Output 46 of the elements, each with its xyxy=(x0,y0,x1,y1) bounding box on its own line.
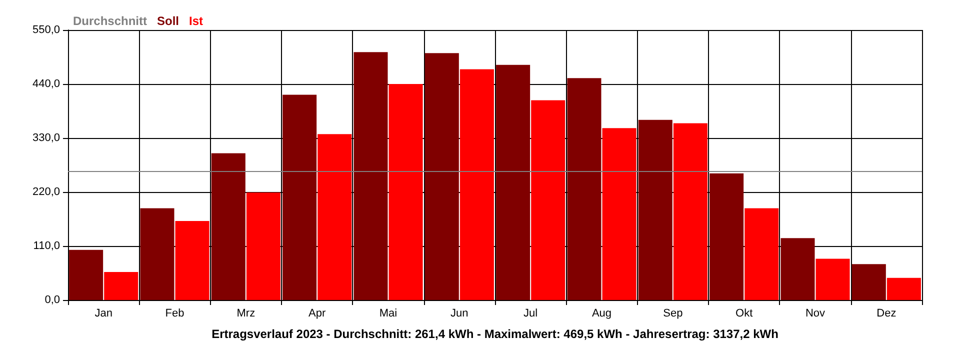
ref-line-label: Durchschnitt xyxy=(73,14,148,28)
bar xyxy=(69,250,104,300)
bar xyxy=(744,208,779,300)
bar xyxy=(460,69,494,300)
x-tick-label: Nov xyxy=(805,308,826,320)
x-tick-label: Feb xyxy=(165,308,184,320)
bar xyxy=(710,173,744,300)
text: Soll xyxy=(157,14,180,28)
x-tick-label: Sep xyxy=(663,308,683,320)
bar xyxy=(816,258,850,300)
bar xyxy=(246,192,280,300)
x-tick-label: Jul xyxy=(524,308,538,320)
bar xyxy=(318,134,352,300)
bar xyxy=(175,220,210,300)
x-tick-label: Aug xyxy=(592,308,612,320)
bar xyxy=(211,153,246,300)
x-tick-label: Dez xyxy=(876,308,896,320)
text: Ist xyxy=(189,14,204,28)
bar xyxy=(140,208,174,300)
bar xyxy=(424,53,459,300)
x-tick-label: Jan xyxy=(94,308,112,320)
bar xyxy=(104,272,138,300)
bar xyxy=(602,128,636,300)
bar xyxy=(673,123,708,300)
bar xyxy=(567,78,602,300)
y-tick-label: 110,0 xyxy=(33,240,60,252)
y-tick-label: 440,0 xyxy=(32,78,60,90)
y-tick-label: 0,0 xyxy=(44,294,60,306)
x-axis-title: Ertragsverlauf 2023 - Durchschnitt: 261,4 kWh - Maximalwert: 469,5 kWh - Jahresertrag: 3137,2 kWh xyxy=(212,327,778,341)
bar xyxy=(388,84,423,300)
bar xyxy=(638,120,672,300)
bar xyxy=(531,100,566,300)
bar xyxy=(886,278,921,300)
bar xyxy=(780,238,815,300)
y-tick-label: 550,0 xyxy=(32,24,60,36)
bar xyxy=(282,94,317,300)
x-tick-label: Mrz xyxy=(236,308,256,320)
bar xyxy=(852,264,886,300)
x-tick-label: Mai xyxy=(379,308,398,320)
bar xyxy=(496,64,530,300)
bar xyxy=(354,52,388,300)
y-tick-label: 220,0 xyxy=(32,186,60,198)
x-tick-label: Jun xyxy=(450,308,468,320)
x-tick-label: Okt xyxy=(736,308,753,320)
y-tick-label: 330,0 xyxy=(32,132,60,144)
x-tick-label: Apr xyxy=(308,308,326,320)
